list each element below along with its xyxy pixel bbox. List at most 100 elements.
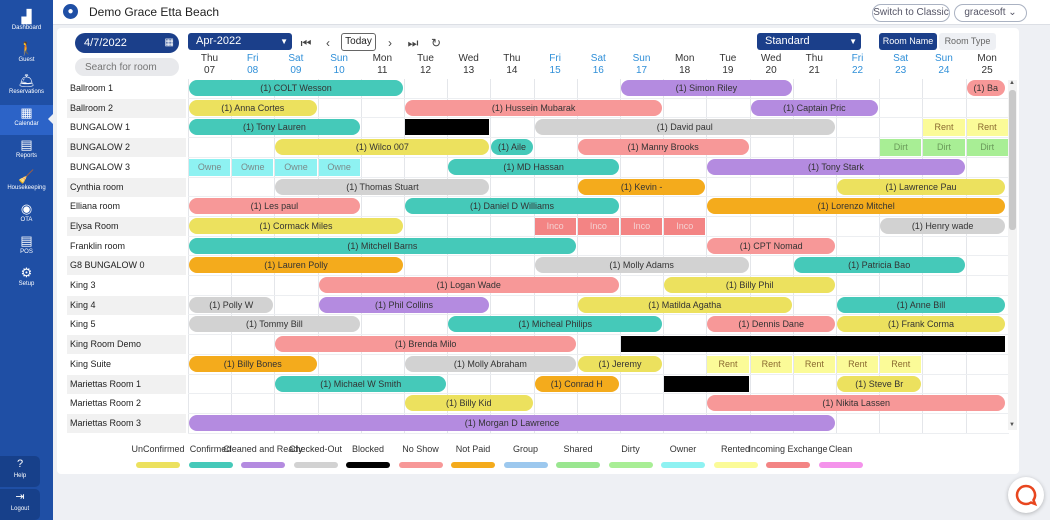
reservation-bar[interactable]: (1) Ba	[966, 80, 1005, 96]
reservation-bar[interactable]: (1) Tony Lauren	[189, 119, 360, 136]
reservation-bar[interactable]: (1) Molly Abraham	[405, 355, 576, 372]
sidebar-item-dashboard[interactable]: ▟ Dashboard	[0, 9, 53, 39]
reservation-bar[interactable]: (1) Les paul	[189, 198, 360, 215]
status-cell-rented[interactable]: Rent	[880, 355, 922, 373]
logout-button[interactable]: ⇥ Logout	[0, 489, 40, 520]
reservation-bar[interactable]: (1) Conrad H	[534, 375, 619, 392]
reservation-bar[interactable]: (1) Lauren Polly	[189, 257, 403, 274]
chevron-left-icon[interactable]: ‹	[326, 36, 330, 50]
reservation-bar[interactable]: (1) Morgan D Lawrence	[189, 414, 835, 431]
reservation-bar[interactable]: (1) Lawrence Pau	[837, 178, 1005, 195]
reservation-bar[interactable]: (1) Wilco 007	[275, 139, 490, 156]
scroll-down-icon[interactable]: ▼	[1009, 422, 1015, 428]
reservation-bar[interactable]: (1) Daniel D Williams	[405, 198, 619, 215]
reservation-bar[interactable]: (1) Dennis Dane	[707, 316, 835, 333]
status-cell-incoming[interactable]: Inco	[664, 217, 706, 235]
sidebar-item-setup[interactable]: ⚙ Setup	[0, 265, 53, 295]
chat-button[interactable]	[1008, 477, 1044, 513]
status-cell-owner[interactable]: Owne	[275, 158, 317, 176]
help-button[interactable]: ? Help	[0, 456, 40, 487]
sidebar-item-guest[interactable]: 🚶 Guest	[0, 41, 53, 71]
sidebar-item-ota[interactable]: ◉ OTA	[0, 201, 53, 231]
status-cell-incoming[interactable]: Inco	[577, 217, 619, 235]
reservation-bar[interactable]: (1) Anna Cortes	[189, 99, 317, 116]
reservation-bar[interactable]: (1) Micheal Philips	[448, 316, 663, 333]
reservation-bar[interactable]: (1) Aile	[491, 139, 533, 156]
reservation-bar[interactable]: (1) Tony Stark	[707, 158, 965, 175]
today-button[interactable]: Today	[341, 33, 376, 51]
sidebar-item-reports[interactable]: ▤ Reports	[0, 137, 53, 167]
reservation-bar[interactable]	[664, 375, 749, 392]
status-cell-dirty[interactable]: Dirt	[923, 139, 965, 157]
reservation-bar[interactable]: (1) Frank Corma	[837, 316, 1005, 333]
reservation-bar[interactable]: (1) Polly W	[189, 296, 274, 313]
reservation-bar[interactable]: (1) Thomas Stuart	[275, 178, 490, 195]
status-cell-incoming[interactable]: Inco	[621, 217, 663, 235]
reservation-bar[interactable]: (1) Logan Wade	[318, 277, 619, 293]
month-select[interactable]: Apr-2022 ▼	[188, 33, 292, 50]
status-cell-rented[interactable]: Rent	[793, 355, 835, 373]
status-cell-rented[interactable]: Rent	[966, 119, 1008, 137]
reservation-bar[interactable]	[621, 336, 1005, 353]
reservation-bar[interactable]: (1) Manny Brooks	[577, 139, 749, 156]
reservation-bar[interactable]: (1) Jeremy	[577, 355, 663, 372]
status-cell-dirty[interactable]: Dirt	[966, 139, 1008, 157]
sidebar-item-calendar[interactable]: ▦ Calendar	[0, 105, 53, 135]
reservation-bar[interactable]: (1) Kevin -	[577, 178, 706, 195]
scrollbar[interactable]	[1008, 80, 1017, 430]
reservation-bar[interactable]: (1) Captain Pric	[750, 99, 879, 116]
user-icon[interactable]: ●	[63, 4, 78, 19]
reservation-bar[interactable]: (1) Nikita Lassen	[707, 395, 1005, 412]
status-cell-rented[interactable]: Rent	[707, 355, 749, 373]
first-page-icon[interactable]: ⏮	[300, 36, 312, 50]
sidebar-item-pos[interactable]: ▤ POS	[0, 233, 53, 263]
status-cell-rented[interactable]: Rent	[750, 355, 792, 373]
reservation-bar[interactable]: (1) Henry wade	[880, 217, 1005, 234]
reservation-bar[interactable]: (1) Patricia Bao	[793, 257, 965, 274]
reservation-bar[interactable]: (1) Billy Kid	[405, 395, 533, 412]
legend-swatch	[188, 462, 233, 468]
sidebar-item-housekeeping[interactable]: 🧹 Housekeeping	[0, 169, 53, 199]
refresh-icon[interactable]: ↻	[430, 36, 442, 50]
chevron-right-icon[interactable]: ›	[388, 36, 392, 50]
status-cell-incoming[interactable]: Inco	[534, 217, 576, 235]
status-cell-rented[interactable]: Rent	[837, 355, 879, 373]
reservation-bar[interactable]: (1) Brenda Milo	[275, 336, 576, 353]
sidebar-item-reservations[interactable]: 🛎 Reservations	[0, 73, 53, 103]
room-type-toggle[interactable]: Room Type	[939, 33, 996, 50]
reservation-bar[interactable]: (1) Billy Phil	[664, 277, 835, 293]
reservation-bar[interactable]: (1) Tommy Bill	[189, 316, 360, 333]
last-page-icon[interactable]: ⏭	[407, 36, 419, 50]
reservation-bar[interactable]: (1) Hussein Mubarak	[405, 99, 663, 116]
room-name-toggle[interactable]: Room Name	[879, 33, 937, 50]
reservation-bar[interactable]: (1) CPT Nomad	[707, 237, 835, 254]
calendar-icon[interactable]: ▦	[164, 37, 174, 48]
reservation-bar[interactable]: (1) Anne Bill	[837, 296, 1005, 313]
status-cell-rented[interactable]: Rent	[923, 119, 965, 137]
status-cell-owner[interactable]: Owne	[232, 158, 274, 176]
reservation-bar[interactable]: (1) Michael W Smith	[275, 375, 447, 392]
date-picker[interactable]: 4/7/2022 ▦	[75, 33, 179, 53]
reservation-bar[interactable]: (1) Simon Riley	[621, 80, 792, 96]
reservation-bar[interactable]: (1) Mitchell Barns	[189, 237, 576, 254]
reservation-bar[interactable]: (1) Billy Bones	[189, 355, 317, 372]
reservation-bar[interactable]: (1) Molly Adams	[534, 257, 749, 274]
reservation-bar[interactable]: (1) Lorenzo Mitchel	[707, 198, 1005, 215]
switch-to-classic-button[interactable]: Switch to Classic	[872, 4, 950, 22]
status-cell-owner[interactable]: Owne	[318, 158, 360, 176]
reservation-bar[interactable]: (1) MD Hassan	[448, 158, 619, 175]
reservation-bar[interactable]: (1) David paul	[534, 119, 835, 136]
scrollbar-thumb[interactable]	[1009, 90, 1016, 230]
status-cell-owner[interactable]: Owne	[189, 158, 231, 176]
view-select[interactable]: Standard ▼	[757, 33, 861, 50]
reservation-bar[interactable]: (1) Phil Collins	[318, 296, 490, 313]
reservation-bar[interactable]: (1) Matilda Agatha	[577, 296, 792, 313]
status-cell-dirty[interactable]: Dirt	[880, 139, 922, 157]
reservation-bar[interactable]: (1) Cormack Miles	[189, 217, 403, 234]
reservation-bar[interactable]: (1) Steve Br	[837, 375, 922, 392]
reservation-bar[interactable]: (1) COLT Wesson	[189, 80, 403, 96]
user-menu-button[interactable]: gracesoft ⌄	[954, 4, 1027, 22]
scroll-up-icon[interactable]: ▲	[1009, 80, 1015, 86]
room-search-input[interactable]	[75, 58, 179, 76]
reservation-bar[interactable]	[405, 119, 490, 136]
